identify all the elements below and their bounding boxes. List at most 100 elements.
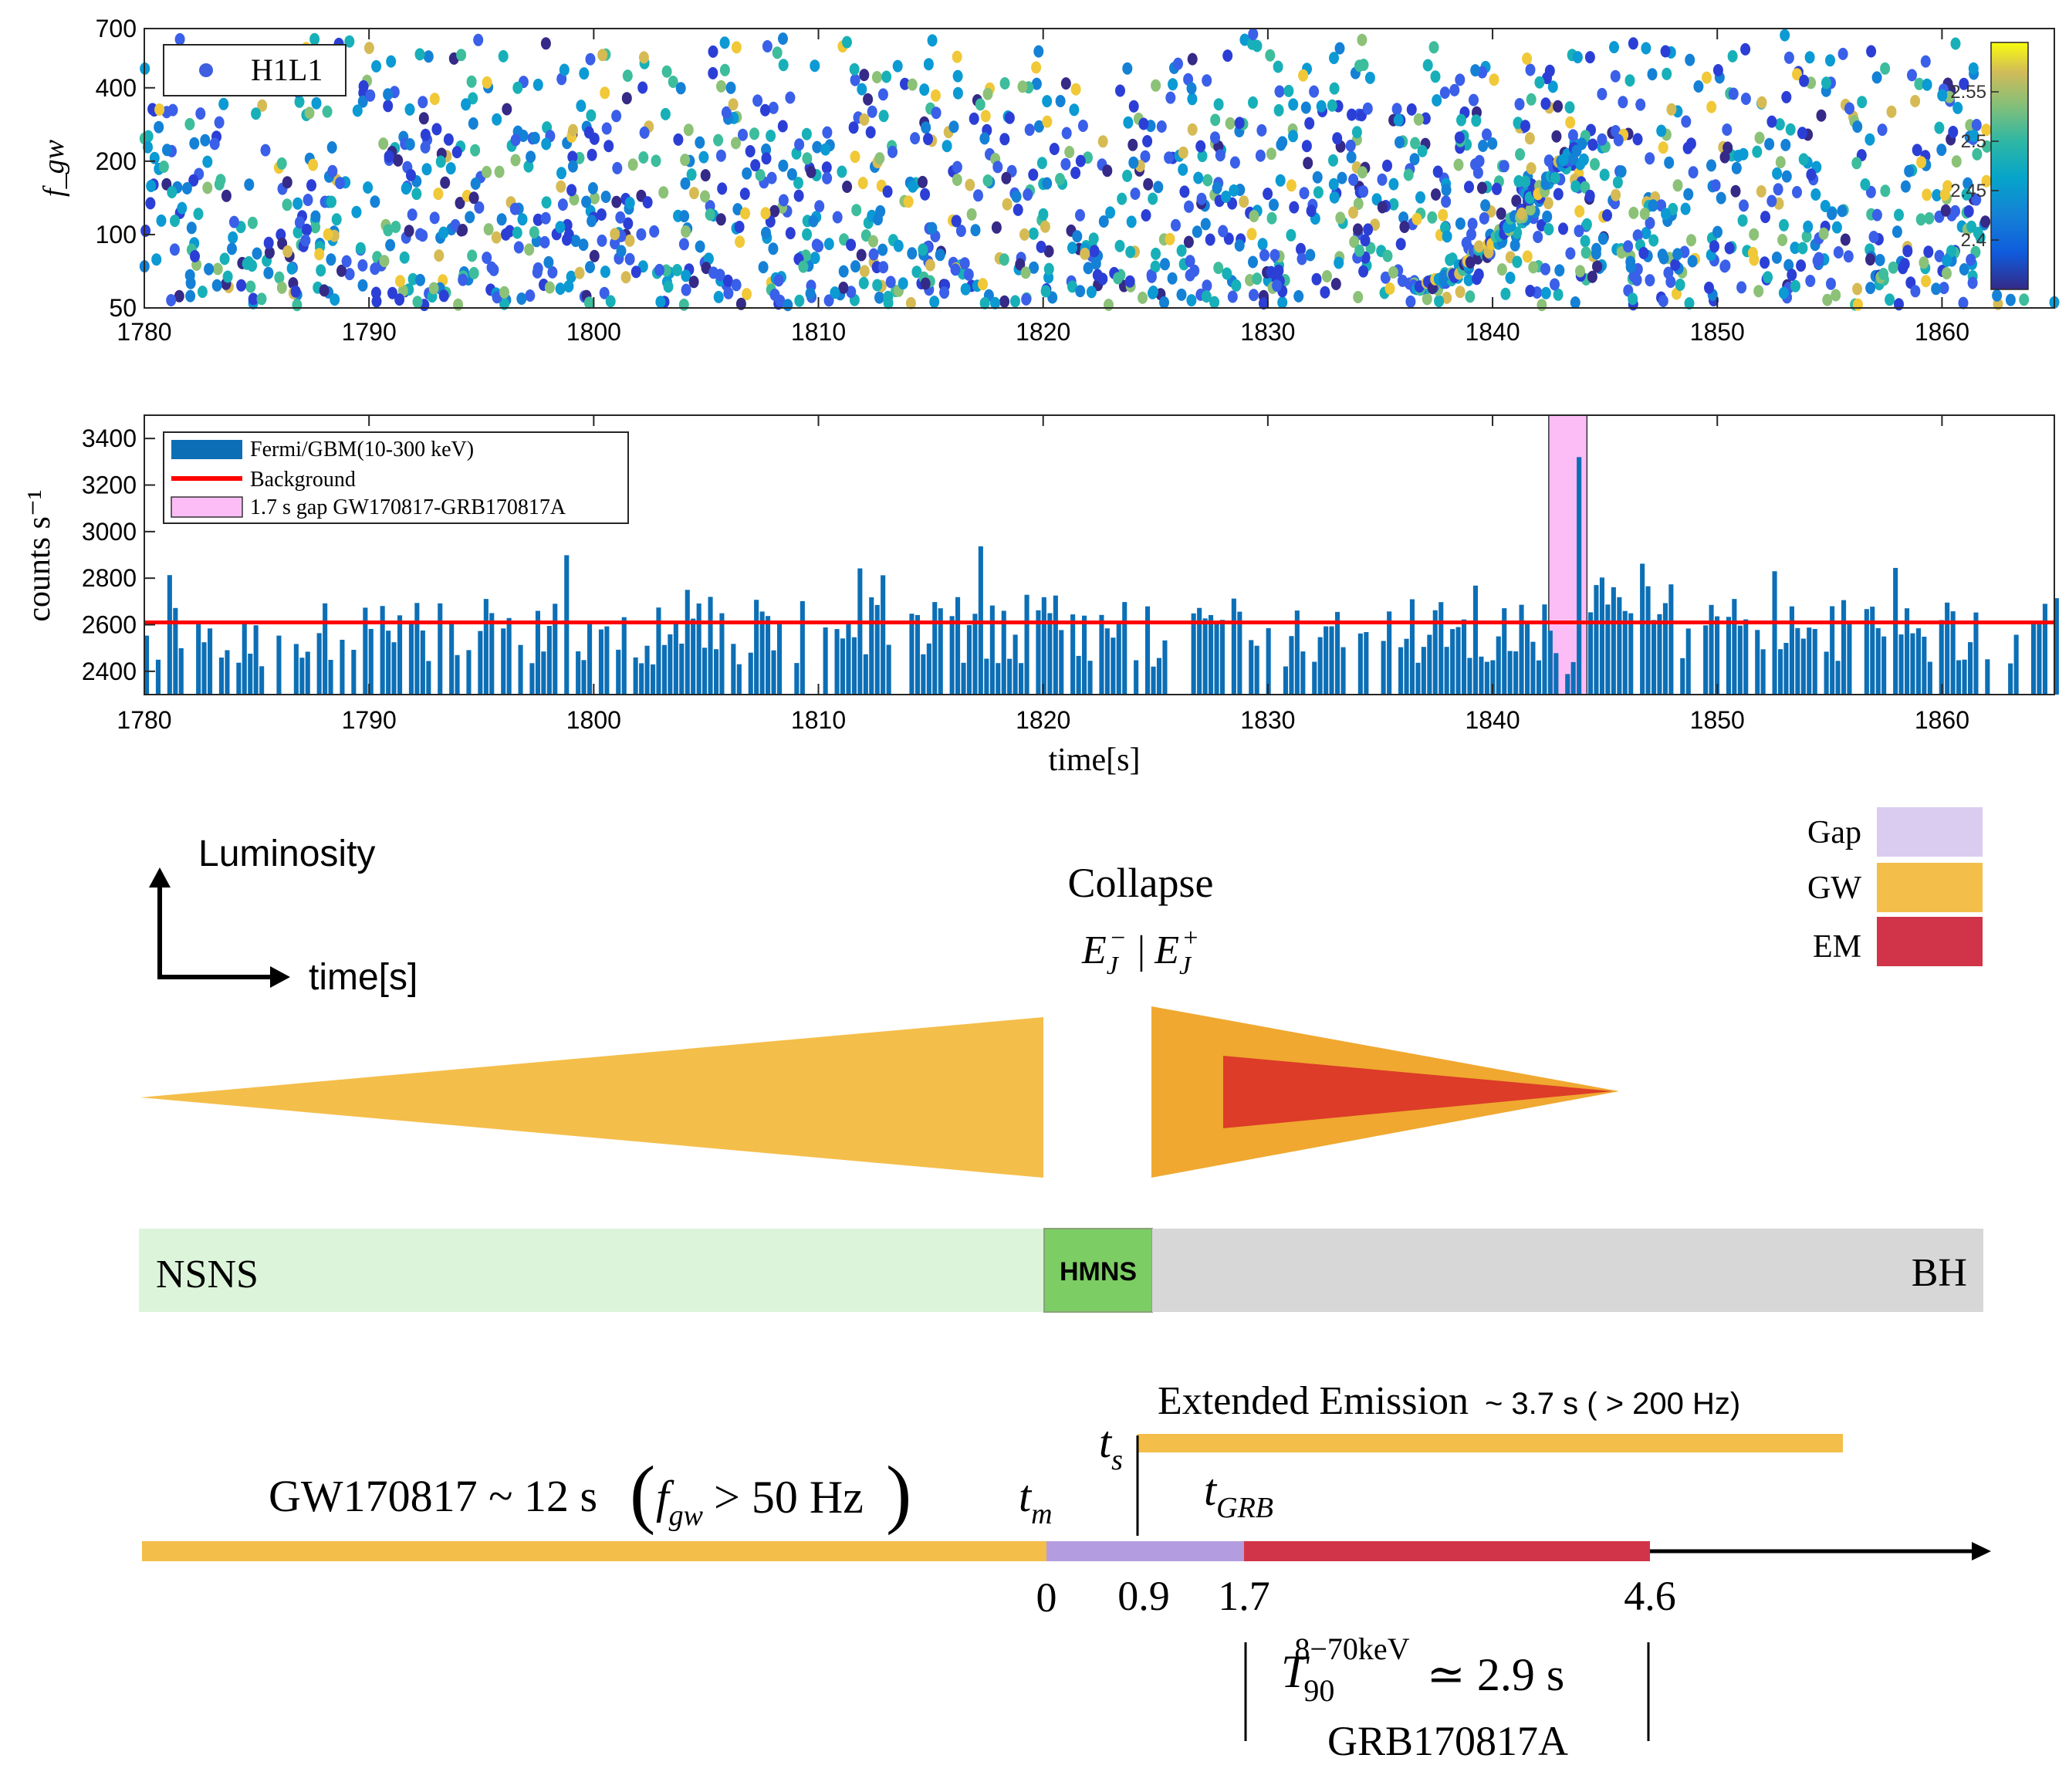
scatter-point [1752, 145, 1763, 158]
scatter-point [336, 264, 347, 277]
scatter-point [918, 175, 928, 188]
scatter-point [963, 268, 974, 281]
scatter-point [585, 261, 595, 274]
scatter-point [1311, 272, 1322, 286]
scatter-point [1764, 137, 1775, 150]
schematic-panel: Luminosity time[s] Collapse EJ− | EJ+ Gap … [139, 807, 1991, 1764]
scatter-point [1246, 228, 1257, 241]
scatter-point [1525, 63, 1536, 76]
scatter-point [642, 196, 653, 209]
scatter-point [1142, 135, 1153, 147]
count-bar [1156, 658, 1161, 695]
scatter-point [1405, 295, 1416, 308]
count-bar [299, 658, 305, 695]
scatter-point [1844, 102, 1854, 115]
legend-gw-label: GW [1807, 871, 1861, 906]
scatter-point [219, 252, 230, 265]
count-bar [949, 616, 955, 695]
scatter-point [470, 144, 481, 157]
scatter-point [587, 148, 597, 161]
scatter-point [892, 59, 903, 73]
scatter-point [874, 291, 884, 304]
scatter-point [1801, 230, 1812, 243]
scatter-point [1950, 37, 1961, 50]
scatter-point [814, 200, 825, 213]
scatter-point [308, 158, 319, 171]
count-bar [1628, 613, 1634, 695]
count-bar [1134, 660, 1139, 695]
scatter-point [966, 208, 977, 221]
scatter-point [842, 181, 853, 193]
scatter-point [1496, 263, 1507, 276]
scatter-point [1077, 120, 1088, 132]
scatter-point [1866, 45, 1877, 58]
scatter-point [1914, 77, 1925, 90]
scatter-point [1578, 153, 1589, 166]
scatter-point [610, 237, 620, 250]
scatter-point [1544, 64, 1555, 77]
colorbar-tick-label: 2.4 [1961, 230, 1986, 251]
scatter-point [555, 282, 566, 296]
scatter-point [1797, 127, 1807, 140]
scatter-point [1357, 166, 1368, 179]
scatter-point [1820, 200, 1831, 212]
scatter-point [935, 249, 945, 262]
bar-y-tick-label: 3200 [82, 472, 137, 499]
count-bar [1479, 656, 1484, 695]
scatter-point [1525, 285, 1536, 297]
scatter-point [654, 263, 664, 276]
scatter-point [821, 161, 832, 174]
count-bar [691, 618, 696, 695]
scatter-point [370, 195, 380, 208]
count-bar [1300, 651, 1306, 695]
scatter-point [798, 260, 809, 273]
scatter-point [1255, 149, 1266, 162]
scatter-point [1067, 242, 1077, 255]
scatter-point [1660, 45, 1671, 58]
scatter-point [1551, 130, 1562, 143]
count-bar [391, 642, 397, 695]
scatter-point [1125, 245, 1136, 259]
scatter-point [1982, 140, 1993, 153]
scatter-point [1430, 70, 1441, 83]
scatter-point [302, 223, 312, 236]
scatter-point [247, 259, 258, 272]
scatter-point [1248, 255, 1258, 269]
scatter-point [918, 243, 928, 256]
count-bar [2054, 598, 2059, 695]
scatter-point [247, 216, 258, 229]
scatter-point [1286, 228, 1297, 242]
count-bar [1847, 624, 1852, 695]
scatter-point [1865, 253, 1875, 266]
bar-y-ticks: 3400 3200 3000 2800 2600 2400 [82, 424, 155, 685]
scatter-point [1410, 137, 1421, 150]
scatter-point [414, 48, 425, 61]
grb-name: GRB170817A [1327, 1718, 1568, 1764]
luminosity-time-axes: Luminosity time[s] [149, 833, 418, 998]
scatter-point [1225, 117, 1236, 130]
scatter-point [222, 270, 233, 283]
scatter-point [2019, 293, 2030, 306]
scatter-point [587, 182, 598, 194]
scatter-point [434, 249, 445, 262]
scatter-point [1176, 288, 1187, 301]
scatter-point [688, 276, 699, 289]
scatter-point [749, 127, 759, 140]
scatter-point [868, 248, 879, 261]
scatter-point [1283, 84, 1294, 97]
scatter-point [1069, 103, 1080, 117]
scatter-point [1766, 115, 1777, 128]
scatter-point [846, 286, 857, 299]
scatter-point [1409, 153, 1420, 166]
scatter-point [1875, 254, 1885, 266]
scatter-point [601, 122, 612, 135]
scatter-point [491, 231, 502, 244]
scatter-point [526, 150, 536, 164]
scatter-point [1266, 211, 1277, 225]
scatter-point [1393, 113, 1404, 127]
scatter-point [1722, 123, 1733, 136]
scatter-point [719, 36, 730, 49]
count-bar [1737, 625, 1743, 695]
count-bar [1910, 633, 1915, 695]
scatter-point [1252, 272, 1263, 286]
